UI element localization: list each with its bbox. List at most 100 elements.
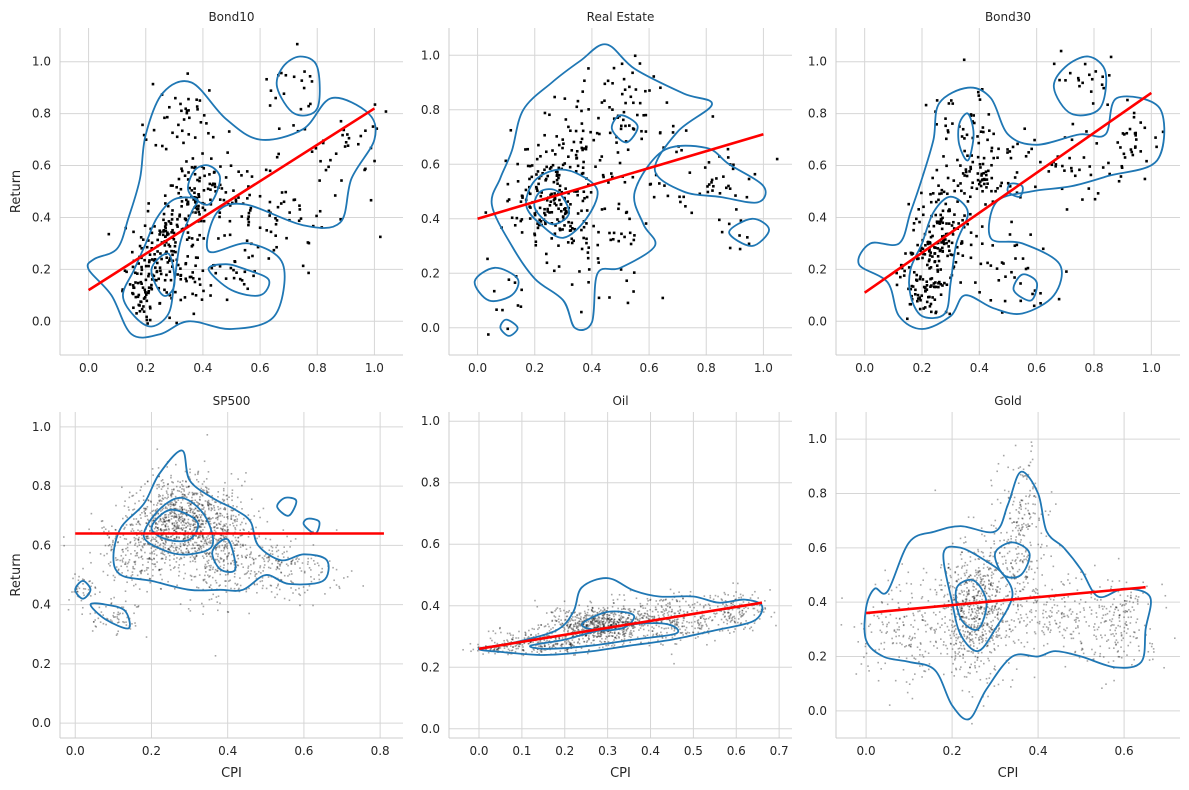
- scatter-point: [184, 530, 186, 532]
- scatter-point: [561, 623, 564, 625]
- scatter-point: [147, 499, 149, 501]
- scatter-point: [201, 152, 204, 155]
- scatter-point: [181, 517, 184, 520]
- scatter-point: [125, 270, 128, 274]
- scatter-point: [653, 627, 655, 630]
- scatter-point: [722, 621, 725, 624]
- scatter-point: [341, 133, 344, 137]
- scatter-point: [307, 561, 309, 563]
- scatter-point: [545, 198, 549, 202]
- scatter-point: [497, 647, 499, 650]
- scatter-point: [226, 531, 228, 533]
- scatter-point: [710, 178, 714, 182]
- scatter-point: [1015, 668, 1018, 670]
- scatter-point: [636, 619, 639, 621]
- scatter-point: [192, 556, 195, 558]
- scatter-point: [620, 621, 622, 623]
- scatter-point: [160, 534, 162, 537]
- scatter-point: [160, 518, 162, 521]
- scatter-point: [229, 579, 231, 582]
- scatter-point: [166, 261, 170, 264]
- scatter-point: [170, 512, 172, 514]
- x-tick-label: 0.8: [697, 361, 716, 375]
- scatter-point: [214, 547, 217, 550]
- scatter-point: [530, 175, 534, 179]
- scatter-point: [597, 617, 600, 619]
- scatter-point: [553, 153, 557, 156]
- scatter-point: [163, 484, 165, 487]
- scatter-point: [179, 603, 182, 605]
- scatter-point: [963, 214, 966, 217]
- scatter-point: [609, 631, 612, 633]
- scatter-point: [166, 204, 170, 208]
- scatter-point: [175, 485, 178, 488]
- scatter-point: [916, 299, 919, 303]
- scatter-point: [167, 548, 169, 551]
- panel-title: Bond30: [985, 10, 1031, 24]
- scatter-point: [653, 615, 656, 618]
- scatter-point: [605, 635, 608, 638]
- scatter-point: [190, 575, 193, 578]
- scatter-point: [606, 613, 609, 616]
- scatter-point: [167, 503, 169, 506]
- scatter-point: [119, 536, 122, 538]
- scatter-point: [197, 536, 200, 539]
- scatter-point: [697, 631, 700, 634]
- scatter-point: [635, 597, 638, 600]
- scatter-point: [976, 178, 980, 182]
- scatter-point: [198, 213, 201, 216]
- scatter-point: [202, 613, 204, 615]
- scatter-point: [949, 99, 953, 102]
- scatter-point: [626, 301, 630, 305]
- scatter-point: [158, 520, 160, 523]
- scatter-point: [182, 141, 185, 145]
- scatter-point: [580, 310, 583, 314]
- scatter-point: [620, 608, 623, 611]
- scatter-point: [660, 621, 663, 623]
- scatter-point: [196, 108, 199, 111]
- scatter-point: [592, 614, 594, 616]
- scatter-point: [940, 241, 943, 244]
- scatter-point: [271, 550, 274, 552]
- scatter-point: [597, 607, 600, 610]
- scatter-point: [150, 241, 154, 245]
- scatter-point: [601, 630, 603, 633]
- kde-contour: [473, 266, 520, 303]
- scatter-point: [134, 554, 137, 557]
- scatter-point: [555, 638, 557, 641]
- scatter-point: [633, 234, 636, 237]
- scatter-point: [197, 471, 199, 474]
- scatter-point: [298, 587, 300, 590]
- scatter-point: [572, 619, 575, 622]
- scatter-point: [592, 224, 595, 228]
- scatter-point: [158, 499, 160, 502]
- scatter-point: [319, 159, 322, 163]
- y-tick-label: 0.4: [421, 212, 440, 226]
- scatter-point: [1139, 150, 1143, 153]
- scatter-point: [82, 592, 85, 594]
- scatter-point: [115, 534, 117, 536]
- scatter-point: [934, 213, 938, 217]
- scatter-point: [200, 550, 203, 552]
- scatter-point: [198, 99, 202, 102]
- scatter-point: [175, 522, 178, 524]
- scatter-point: [532, 641, 534, 644]
- y-tick-label: 1.0: [32, 420, 51, 434]
- scatter-point: [684, 129, 688, 132]
- scatter-point: [581, 621, 583, 624]
- scatter-point: [649, 615, 651, 618]
- scatter-point: [179, 187, 183, 191]
- scatter-point: [127, 549, 129, 552]
- scatter-point: [218, 211, 222, 214]
- scatter-point: [614, 622, 617, 625]
- scatter-point: [952, 220, 955, 224]
- scatter-point: [674, 623, 676, 625]
- scatter-point: [617, 623, 620, 626]
- scatter-point: [189, 610, 192, 612]
- scatter-point: [144, 290, 147, 294]
- scatter-point: [150, 247, 154, 250]
- scatter-point: [208, 173, 211, 176]
- scatter-point: [660, 643, 662, 645]
- scatter-point: [660, 627, 663, 629]
- scatter-point: [1021, 257, 1025, 260]
